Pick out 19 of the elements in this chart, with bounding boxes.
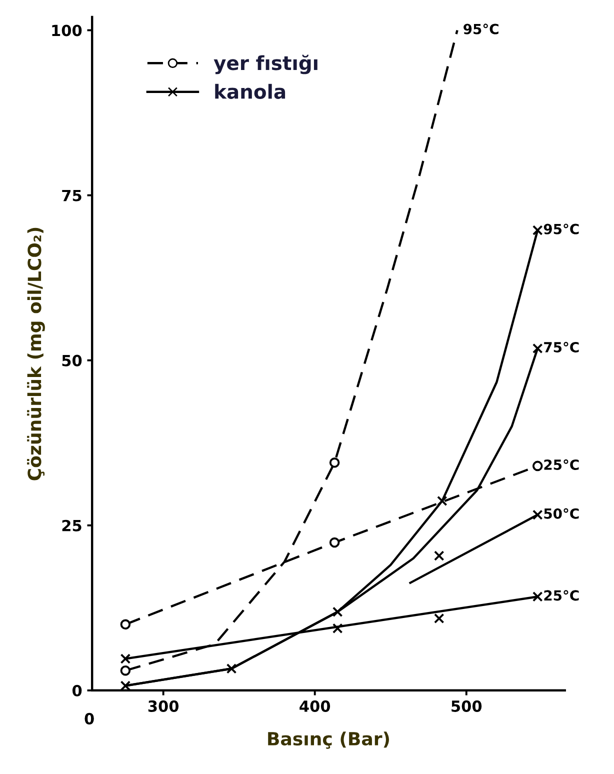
y-tick-label: 100 [52, 24, 82, 36]
series-label: 50°C [544, 508, 579, 519]
y-tick-label: 75 [62, 190, 82, 202]
x-axis-title: Basınç (Bar) [268, 732, 389, 749]
series-label: 25°C [544, 590, 579, 601]
series-label: 95°C [464, 24, 498, 34]
series-label: 75°C [544, 342, 579, 352]
y-tick-label: 50 [62, 354, 82, 366]
legend-label: yer fıstığı [214, 54, 318, 74]
text: 0 [84, 712, 94, 724]
series-label: 95°C [544, 224, 579, 234]
x-tick-label: 400 [300, 700, 330, 712]
series-label: 25°C [544, 459, 579, 470]
legend-label: kanola [215, 84, 286, 99]
y-tick-label: 25 [62, 520, 82, 532]
y-axis-title: Çözünürlük (mg oil/LCO₂) [27, 228, 45, 480]
y-tick-label: 0 [72, 684, 82, 696]
x-tick-label: 500 [452, 700, 482, 712]
x-tick-label: 300 [148, 700, 179, 712]
